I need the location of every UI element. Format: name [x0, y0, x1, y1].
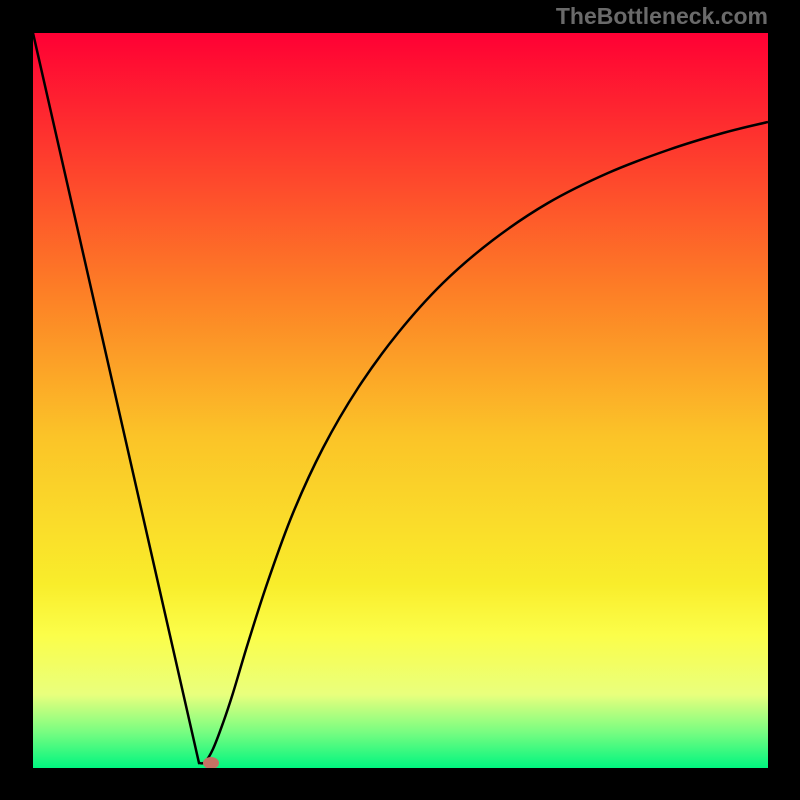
chart-container: TheBottleneck.com	[0, 0, 800, 800]
watermark-text: TheBottleneck.com	[556, 3, 768, 30]
plot-area	[33, 33, 768, 768]
plot-svg	[33, 33, 768, 768]
gradient-background	[33, 33, 768, 768]
